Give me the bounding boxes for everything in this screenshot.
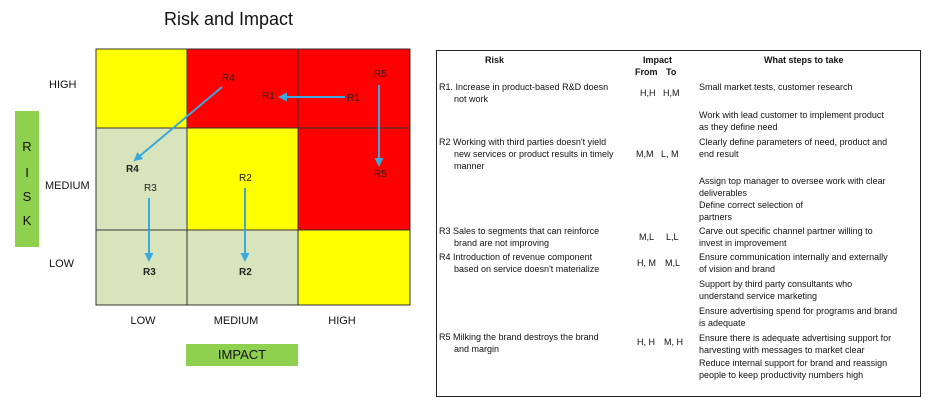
- impact-to: M,L: [665, 258, 681, 268]
- marker-r2-start: R2: [239, 173, 252, 184]
- header-to: To: [666, 67, 677, 77]
- risk-text: R3 Sales to segments that can reinforce: [439, 226, 600, 236]
- impact-from: H, H: [637, 337, 655, 347]
- impact-from: M,L: [639, 232, 655, 242]
- impact-to: L, M: [661, 149, 679, 159]
- risk-letter: R: [22, 139, 32, 154]
- header-risk: Risk: [485, 55, 505, 65]
- step-text: Ensure communication internally and exte…: [699, 252, 888, 262]
- risk-text: R5 Milking the brand destroys the brand: [439, 332, 599, 342]
- step-text: deliverables: [699, 188, 748, 198]
- marker-r3-start: R3: [144, 183, 157, 194]
- risk-axis-label: R I S K: [15, 111, 39, 247]
- step-text: Work with lead customer to implement pro…: [699, 110, 884, 120]
- marker-r1-start: R1: [347, 93, 360, 104]
- marker-r5-start: R5: [374, 69, 387, 80]
- step-text: Ensure there is adequate advertising sup…: [699, 333, 892, 343]
- risk-table: Risk Impact From To What steps to take R…: [436, 50, 921, 397]
- marker-r4-start: R4: [222, 73, 235, 84]
- risk-text: R1. Increase in product-based R&D doesn: [439, 82, 609, 92]
- risk-text: brand are not improving: [454, 238, 550, 248]
- step-text: Assign top manager to oversee work with …: [699, 176, 886, 186]
- risk-letter: K: [22, 213, 32, 228]
- impact-to: M, H: [664, 337, 683, 347]
- impact-to: L,L: [666, 232, 679, 242]
- row-label-low: LOW: [49, 258, 75, 270]
- marker-r3-end: R3: [143, 267, 156, 278]
- step-text: harvesting with messages to market clear: [699, 345, 865, 355]
- col-label-high: HIGH: [328, 315, 356, 327]
- step-text: people to keep productivity numbers high: [699, 370, 864, 380]
- chart-title: Risk and Impact: [164, 9, 294, 29]
- marker-r4-end: R4: [126, 164, 139, 175]
- risk-text: new services or product results in timel…: [454, 149, 614, 159]
- risk-text: R4 Introduction of revenue component: [439, 252, 593, 262]
- cell-risk-medium-impact-low: [95, 127, 188, 231]
- col-label-low: LOW: [130, 315, 156, 327]
- col-label-medium: MEDIUM: [213, 315, 259, 327]
- risk-text: based on service doesn't materialize: [454, 264, 600, 274]
- impact-from: H, M: [637, 258, 656, 268]
- step-text: of vision and brand: [699, 264, 776, 274]
- step-text: invest in improvement: [699, 238, 787, 248]
- cell-risk-high-impact-low: [95, 48, 188, 129]
- row-label-high: HIGH: [49, 79, 77, 91]
- risk-letter: I: [25, 165, 29, 180]
- header-impact: Impact: [643, 55, 673, 65]
- row-label-medium: MEDIUM: [45, 180, 90, 192]
- step-text: partners: [699, 212, 733, 222]
- impact-axis-label: IMPACT: [186, 344, 298, 366]
- risk-letter: S: [22, 189, 32, 204]
- impact-from: M,M: [636, 149, 654, 159]
- cell-risk-low-impact-low: [95, 229, 188, 306]
- step-text: Ensure advertising spend for programs an…: [699, 306, 898, 316]
- cell-risk-medium-impact-medium: [186, 127, 299, 231]
- impact-to: H,M: [663, 88, 680, 98]
- step-text: Reduce internal support for brand and re…: [699, 358, 888, 368]
- impact-from: H,H: [640, 88, 656, 98]
- marker-r5-end: R5: [374, 169, 387, 180]
- cell-risk-medium-impact-high: [297, 127, 411, 231]
- marker-r1-end: R1: [262, 91, 275, 102]
- cell-risk-high-impact-high: [297, 48, 411, 129]
- arrow-r4: [133, 86, 223, 162]
- cell-risk-high-impact-medium: [186, 48, 299, 129]
- risk-text: not work: [454, 94, 489, 104]
- marker-r2-end: R2: [239, 267, 252, 278]
- header-steps: What steps to take: [764, 55, 844, 65]
- step-text: Carve out specific channel partner willi…: [699, 226, 873, 236]
- step-text: understand service marketing: [699, 291, 818, 301]
- step-text: as they define need: [699, 122, 778, 132]
- step-text: Small market tests, customer research: [699, 82, 853, 92]
- risk-impact-matrix: R4 R1 R1 R5 R4 R3 R2 R5 R3 R2: [95, 48, 411, 306]
- step-text: Clearly define parameters of need, produ…: [699, 137, 888, 147]
- step-text: Define correct selection of: [699, 200, 804, 210]
- risk-text: R2 Working with third parties doesn't yi…: [439, 137, 607, 147]
- risk-text: and margin: [454, 344, 500, 354]
- header-from: From: [635, 67, 658, 77]
- risk-text: manner: [454, 161, 485, 171]
- cell-risk-low-impact-high: [297, 229, 411, 306]
- step-text: end result: [699, 149, 739, 159]
- step-text: Support by third party consultants who: [699, 279, 853, 289]
- step-text: is adequate: [699, 318, 746, 328]
